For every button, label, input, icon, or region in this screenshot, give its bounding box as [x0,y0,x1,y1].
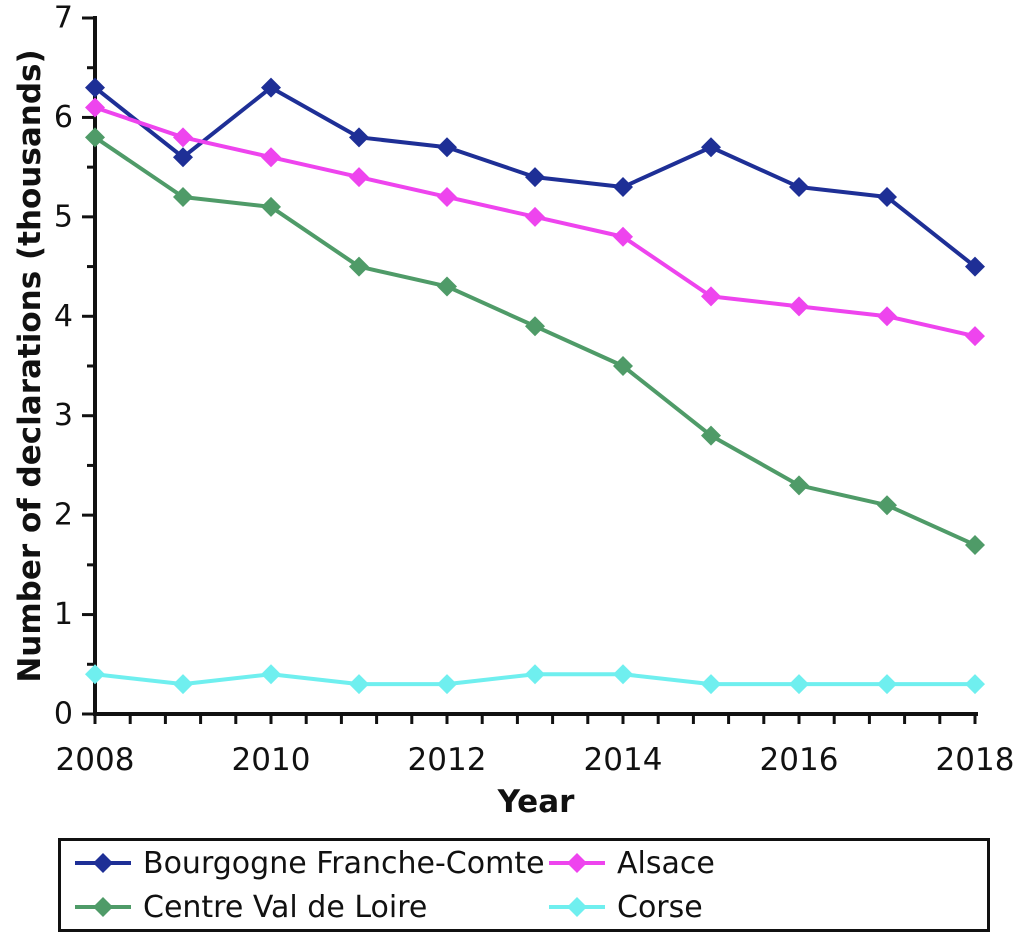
data-point-marker [701,674,721,695]
data-point-marker [437,186,457,207]
y-tick-label: 1 [54,597,73,632]
data-point-marker [261,664,281,685]
x-tick-label: 2010 [232,742,311,778]
data-point-marker [701,425,721,446]
data-point-marker [85,77,105,98]
data-point-marker [701,286,721,307]
series-centre-val-de-loire [85,127,985,555]
data-point-marker [789,296,809,317]
y-axis-title: Number of declarations (thousands) [12,49,48,683]
data-point-marker [789,475,809,496]
data-point-marker [173,186,193,207]
data-point-marker [525,167,545,188]
data-point-marker [85,127,105,148]
y-tick-label: 5 [54,199,73,234]
y-tick-label: 0 [54,697,73,732]
series-line-centre-val-de-loire [93,135,976,547]
x-tick-label: 2016 [760,742,839,778]
data-point-marker [965,326,985,347]
x-axis: 2008 2010 2012 2014 2016 2018 [56,712,1015,778]
data-point-marker [85,664,105,685]
y-tick-label: 4 [54,299,73,334]
x-axis-title: Year [497,784,575,820]
data-point-marker [261,77,281,98]
data-point-marker [349,167,369,188]
y-tick-label: 3 [54,398,73,433]
legend-diamond [567,897,587,917]
data-point-marker [613,664,633,685]
legend-label: Centre Val de Loire [143,889,428,925]
legend-line-marker-icon [75,853,131,873]
legend-line-marker-icon [549,853,605,873]
legend: Bourgogne Franche-Comte Alsace Centre Va… [58,838,990,932]
y-tick-label: 7 [54,1,73,36]
y-tick-label: 2 [54,498,73,533]
legend-label: Corse [617,889,703,925]
legend-line-marker-icon [549,897,605,917]
legend-item-alsace: Alsace [549,846,987,881]
data-point-marker [877,306,897,327]
data-point-marker [437,674,457,695]
data-point-marker [877,495,897,516]
data-point-marker [877,674,897,695]
legend-diamond [567,853,587,873]
data-point-marker [261,147,281,168]
series-corse [85,664,985,695]
data-point-marker [349,674,369,695]
x-tick-label: 2012 [408,742,487,778]
data-point-marker [85,97,105,118]
x-tick-label: 2008 [56,742,135,778]
data-point-marker [525,316,545,337]
legend-item-bourgogne-franche-comte: Bourgogne Franche-Comte [75,846,549,881]
data-point-marker [173,147,193,168]
legend-label: Bourgogne Franche-Comte [143,845,545,881]
x-tick-label: 2014 [584,742,663,778]
legend-label: Alsace [617,845,715,881]
data-point-marker [965,534,985,555]
data-point-marker [173,674,193,695]
data-point-marker [965,674,985,695]
data-point-marker [525,206,545,227]
data-point-marker [261,196,281,217]
legend-diamond [93,897,113,917]
data-point-marker [437,276,457,297]
data-point-marker [789,177,809,198]
data-point-marker [525,664,545,685]
x-tick-label: 2018 [936,742,1015,778]
data-point-marker [349,256,369,277]
series-alsace [85,97,985,347]
line-chart: 0 1 2 3 4 5 6 7 2008 2010 2012 2014 2016 2018 [54,1,1015,779]
series-bourgogne-franche-comte [85,77,985,277]
legend-line-marker-icon [75,897,131,917]
data-point-marker [349,127,369,148]
data-point-marker [701,137,721,158]
data-point-marker [965,256,985,277]
legend-item-corse: Corse [549,890,987,925]
data-point-marker [877,186,897,207]
data-point-marker [789,674,809,695]
data-point-marker [437,137,457,158]
data-point-marker [613,356,633,376]
legend-diamond [93,853,113,873]
data-point-marker [613,226,633,247]
legend-item-centre-val-de-loire: Centre Val de Loire [75,890,549,925]
y-tick-label: 6 [54,100,73,135]
data-point-marker [173,127,193,148]
data-point-marker [613,177,633,198]
